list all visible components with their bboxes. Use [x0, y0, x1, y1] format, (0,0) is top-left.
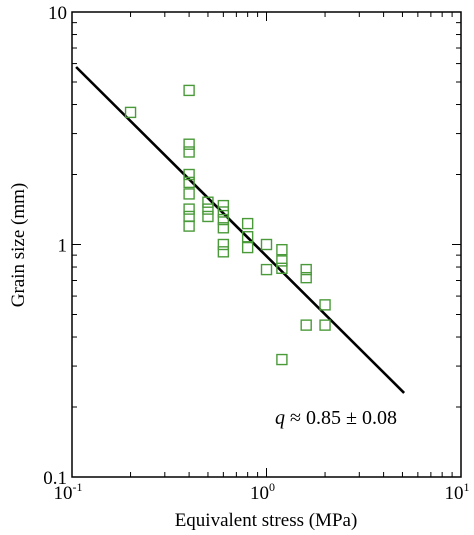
data-point — [300, 263, 312, 276]
data-point — [124, 106, 137, 119]
x-tick-label: 101 — [445, 480, 470, 504]
data-point — [183, 220, 195, 232]
annotation-variable: q — [275, 407, 285, 429]
fit-line — [75, 66, 406, 394]
y-tick-label: 10 — [48, 3, 67, 24]
data-point — [276, 243, 288, 256]
x-tick-exponent: -1 — [73, 480, 83, 494]
data-point — [276, 353, 288, 366]
x-axis-label: Equivalent stress (MPa) — [175, 510, 358, 531]
x-tick-exponent: 0 — [269, 480, 275, 494]
y-tick-label: 1 — [58, 236, 68, 257]
plot-frame — [71, 11, 462, 478]
data-point — [260, 238, 273, 251]
data-point — [183, 210, 195, 223]
annotation-value: ≈ 0.85 ± 0.08 — [285, 407, 397, 429]
x-tick-base: 10 — [54, 483, 73, 504]
data-point — [202, 203, 214, 215]
y-tick-label: 0.1 — [43, 468, 67, 489]
data-point — [202, 210, 214, 223]
data-point — [183, 188, 195, 200]
ticks — [71, 12, 461, 478]
data-point — [217, 199, 230, 212]
data-point — [276, 255, 288, 267]
data-point — [217, 206, 230, 218]
data-point — [183, 176, 195, 189]
data-point — [241, 217, 254, 230]
data-point — [260, 263, 273, 276]
data-point — [217, 246, 230, 258]
data-point — [276, 262, 288, 275]
data-point — [300, 319, 312, 331]
data-points — [124, 84, 331, 366]
data-point — [300, 271, 312, 284]
data-point — [319, 319, 331, 331]
data-point — [183, 203, 195, 215]
x-tick-label: 100 — [250, 480, 275, 504]
y-axis-label: Grain size (mm) — [8, 183, 29, 308]
data-point — [183, 168, 195, 181]
x-tick-base: 10 — [250, 483, 269, 504]
data-point — [183, 84, 195, 97]
x-tick-label: 10-1 — [54, 480, 83, 504]
data-point — [202, 196, 214, 208]
data-point — [217, 213, 230, 226]
data-point — [183, 146, 195, 158]
data-point — [241, 231, 254, 243]
x-tick-exponent: 1 — [464, 480, 470, 494]
data-point — [217, 238, 230, 251]
x-tick-base: 10 — [445, 483, 464, 504]
fit-annotation: q ≈ 0.85 ± 0.08 — [275, 407, 397, 429]
data-point — [217, 222, 230, 234]
data-point — [241, 241, 254, 254]
fit-line-layer — [75, 66, 406, 394]
data-point — [183, 138, 195, 150]
data-point — [319, 299, 331, 311]
